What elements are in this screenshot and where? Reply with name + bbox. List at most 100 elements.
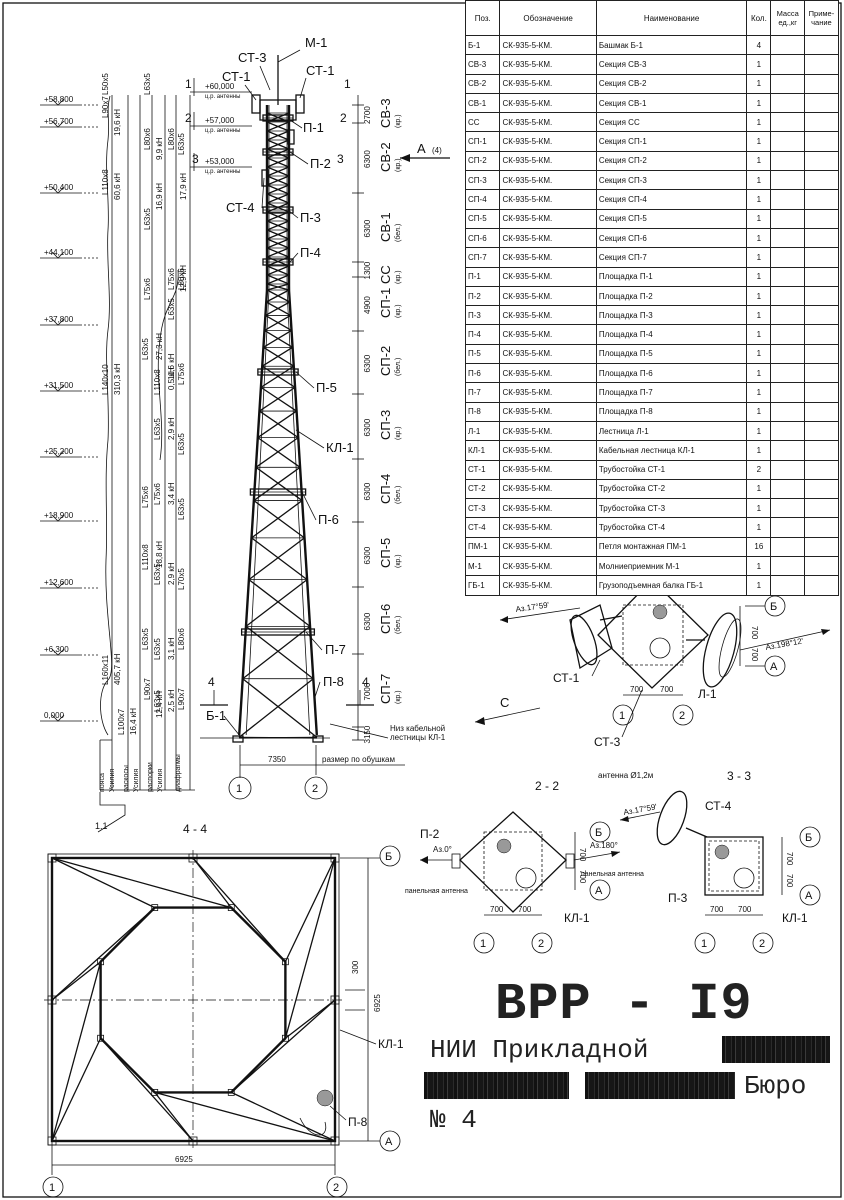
row-label: распорки xyxy=(147,762,154,792)
table-cell: КЛ-1 xyxy=(464,440,501,461)
table-cell: СВ-3 xyxy=(464,54,501,75)
strut-profile: L75x6 xyxy=(167,268,176,290)
section-type: (бел.) xyxy=(394,486,402,504)
diaphragm-profile: L70x5 xyxy=(177,568,186,590)
table-row: СП-3 СК-935-5-КМ. Секция СП-3 1 xyxy=(464,170,840,191)
table-cell xyxy=(803,363,840,384)
table-cell xyxy=(770,556,805,577)
svg-text:Б: Б xyxy=(770,601,777,613)
callout-label: СТ-1 xyxy=(222,69,250,84)
strut-profile: L75x6 xyxy=(153,483,162,505)
level-mark: +25,200 xyxy=(44,447,74,456)
row-label: Усилия xyxy=(109,769,116,792)
strut-force: 2,5 кН xyxy=(167,689,176,712)
table-cell: Секция СВ-2 xyxy=(595,73,748,94)
table-cell xyxy=(803,324,840,345)
table-cell: Б-1 xyxy=(464,34,501,56)
section-type: (кр.) xyxy=(395,158,402,172)
section-name: СС xyxy=(378,265,393,284)
section-mark: 4 xyxy=(208,675,215,689)
section-type: (кр.) xyxy=(395,304,402,318)
section-height: 6300 xyxy=(363,546,372,564)
table-cell: П-3 xyxy=(464,305,501,326)
table-cell: 1 xyxy=(746,227,772,249)
table-cell xyxy=(803,189,840,210)
table-cell: 1 xyxy=(746,73,772,94)
svg-text:П-8: П-8 xyxy=(348,1115,368,1129)
antenna-dish-right xyxy=(686,612,742,688)
section-name: СП-6 xyxy=(378,604,393,634)
callout-label: П-8 xyxy=(323,674,344,689)
callout-label: П-3 xyxy=(300,210,321,225)
belt-profile: L140x10 xyxy=(101,364,110,395)
table-cell xyxy=(770,266,805,287)
table-cell: Лестница Л-1 xyxy=(595,420,748,442)
table-cell xyxy=(803,131,840,152)
table-cell xyxy=(770,575,805,596)
strut-force: 2,9 кН xyxy=(167,417,176,440)
table-row: Л-1 СК-935-5-КМ. Лестница Л-1 1 xyxy=(464,420,840,442)
section-name: СВ-2 xyxy=(378,142,393,172)
section-height: 7000 xyxy=(363,682,372,700)
table-row: СП-2 СК-935-5-КМ. Секция СП-2 1 xyxy=(464,150,840,172)
table-cell: СК-935-5-КМ. xyxy=(499,54,597,75)
section-type: (бел.) xyxy=(394,224,402,242)
svg-text:СТ-3: СТ-3 xyxy=(594,735,621,749)
table-cell xyxy=(803,54,840,75)
svg-text:700: 700 xyxy=(785,874,794,888)
table-cell: СК-935-5-КМ. xyxy=(499,208,597,229)
table-cell: 1 xyxy=(746,575,772,596)
cable-note: Низ кабельной лестницы КЛ-1 xyxy=(390,724,446,742)
strut-force: 2,9 кН xyxy=(167,562,176,585)
svg-text:Б: Б xyxy=(595,827,602,839)
table-cell xyxy=(770,189,805,210)
table-cell xyxy=(803,92,840,114)
table-cell: 1 xyxy=(746,440,772,461)
table-cell: СК-935-5-КМ. xyxy=(499,285,597,307)
table-cell: Л-1 xyxy=(464,420,501,442)
svg-text:3 - 3: 3 - 3 xyxy=(727,769,751,783)
brace-force: 16,9 кН xyxy=(155,183,164,210)
callout-label: СТ-1 xyxy=(306,63,334,78)
brace-profile: L75x6 xyxy=(141,486,150,508)
table-cell: Секция СВ-3 xyxy=(595,54,748,75)
table-cell: СП-3 xyxy=(464,170,501,191)
svg-text:700: 700 xyxy=(518,905,532,914)
strut-force: 0,5 кН xyxy=(167,367,176,390)
strut-force: 11,6 кН xyxy=(167,353,176,380)
col-mass: Масса ед.,кг xyxy=(770,0,805,36)
table-cell: 1 xyxy=(746,247,772,268)
svg-text:размер по обушкам: размер по обушкам xyxy=(322,755,395,764)
table-row: СП-5 СК-935-5-КМ. Секция СП-5 1 xyxy=(464,208,840,229)
table-cell xyxy=(770,420,805,442)
table-row: П-8 СК-935-5-КМ. Площадка П-8 1 xyxy=(464,401,840,422)
antenna-dish-3-3 xyxy=(656,790,708,846)
table-cell xyxy=(770,536,805,558)
svg-text:А: А xyxy=(385,1136,393,1148)
section-name: СП-4 xyxy=(378,474,393,504)
belt-force: 60,6 кН xyxy=(113,173,122,200)
svg-text:700: 700 xyxy=(630,685,644,694)
svg-text:4 - 4: 4 - 4 xyxy=(183,822,207,836)
table-cell: 1 xyxy=(746,54,772,75)
callout-label: П-6 xyxy=(318,512,339,527)
level-mark: 0,000 xyxy=(44,711,65,720)
svg-text:Аз.180°: Аз.180° xyxy=(590,841,618,850)
table-cell: СК-935-5-КМ. xyxy=(499,131,597,152)
table-cell: Трубостойка СТ-3 xyxy=(595,498,748,519)
table-cell: СП-7 xyxy=(464,247,501,268)
belt-profile: L110x8 xyxy=(101,169,110,195)
brace-profile: L63x5 xyxy=(141,628,150,650)
strut-profile: L63x5 xyxy=(153,690,162,712)
callout-label: Б-1 xyxy=(206,708,226,723)
table-cell xyxy=(770,459,805,480)
svg-text:2: 2 xyxy=(312,783,318,795)
row-label: Усилия xyxy=(157,769,164,792)
table-cell: 2 xyxy=(746,459,772,480)
section-name: СВ-1 xyxy=(378,212,393,242)
table-row: СТ-3 СК-935-5-КМ. Трубостойка СТ-3 1 xyxy=(464,498,840,519)
svg-text:(4): (4) xyxy=(432,146,442,155)
table-cell xyxy=(803,247,840,268)
svg-text:2 - 2: 2 - 2 xyxy=(535,779,559,793)
section-height: 2700 xyxy=(363,106,372,124)
